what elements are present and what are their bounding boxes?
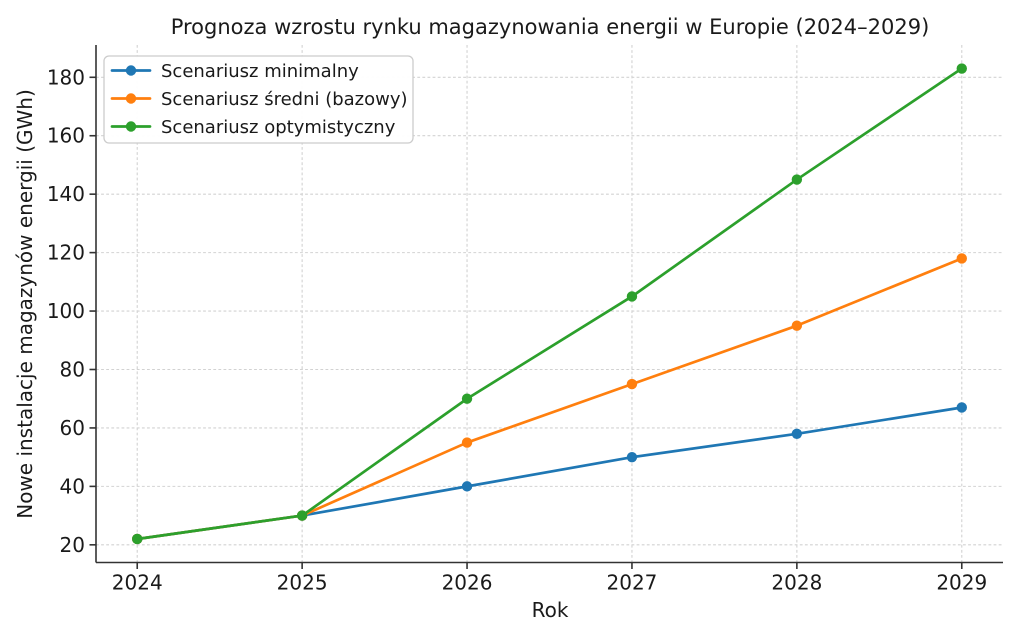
legend-box [103,55,414,144]
x-tick-label: 2028 [771,571,822,595]
y-tick-label: 100 [47,299,85,323]
data-point-marker [791,428,803,439]
data-point-marker [626,291,638,302]
legend-label: Scenariusz minimalny [161,61,359,82]
legend-sample-marker [125,65,137,76]
data-point-marker [956,63,967,74]
x-tick-label: 2027 [607,571,658,595]
legend-sample-marker [125,121,137,132]
legend-label: Scenariusz średni (bazowy) [161,89,408,110]
x-tick-label: 2025 [277,571,328,595]
series-line [135,406,964,541]
data-point-marker [461,437,473,448]
data-point-marker [626,378,638,390]
y-tick-label: 40 [60,474,85,498]
data-point-marker [626,451,638,463]
y-axis-label: Nowe instalacje magazynów energii (GWh) [13,89,37,519]
series-line [135,257,964,541]
data-point-marker [956,253,967,264]
y-tick-label: 180 [47,65,85,89]
x-axis-label: Rok [531,598,569,622]
data-point-marker [791,174,803,185]
data-point-marker [791,320,803,331]
x-tick-label: 2026 [442,571,493,595]
x-tick-label: 2024 [112,571,163,595]
data-point-marker [132,533,143,545]
y-tick-label: 160 [47,124,85,148]
y-tick-label: 20 [60,533,85,557]
legend-label: Scenariusz optymistyczny [161,117,396,138]
chart-title: Prognoza wzrostu rynku magazynowania ene… [170,15,930,39]
data-point-marker [296,510,308,521]
y-tick-label: 80 [60,357,85,381]
y-tick-label: 120 [47,241,85,265]
series-line [135,67,964,541]
y-tick-label: 60 [60,416,85,440]
y-tick-label: 140 [47,182,85,206]
x-tick-label: 2029 [936,571,987,595]
data-point-marker [461,481,473,492]
data-point-marker [461,393,473,404]
data-point-marker [956,402,967,413]
legend-sample-marker [125,93,137,104]
